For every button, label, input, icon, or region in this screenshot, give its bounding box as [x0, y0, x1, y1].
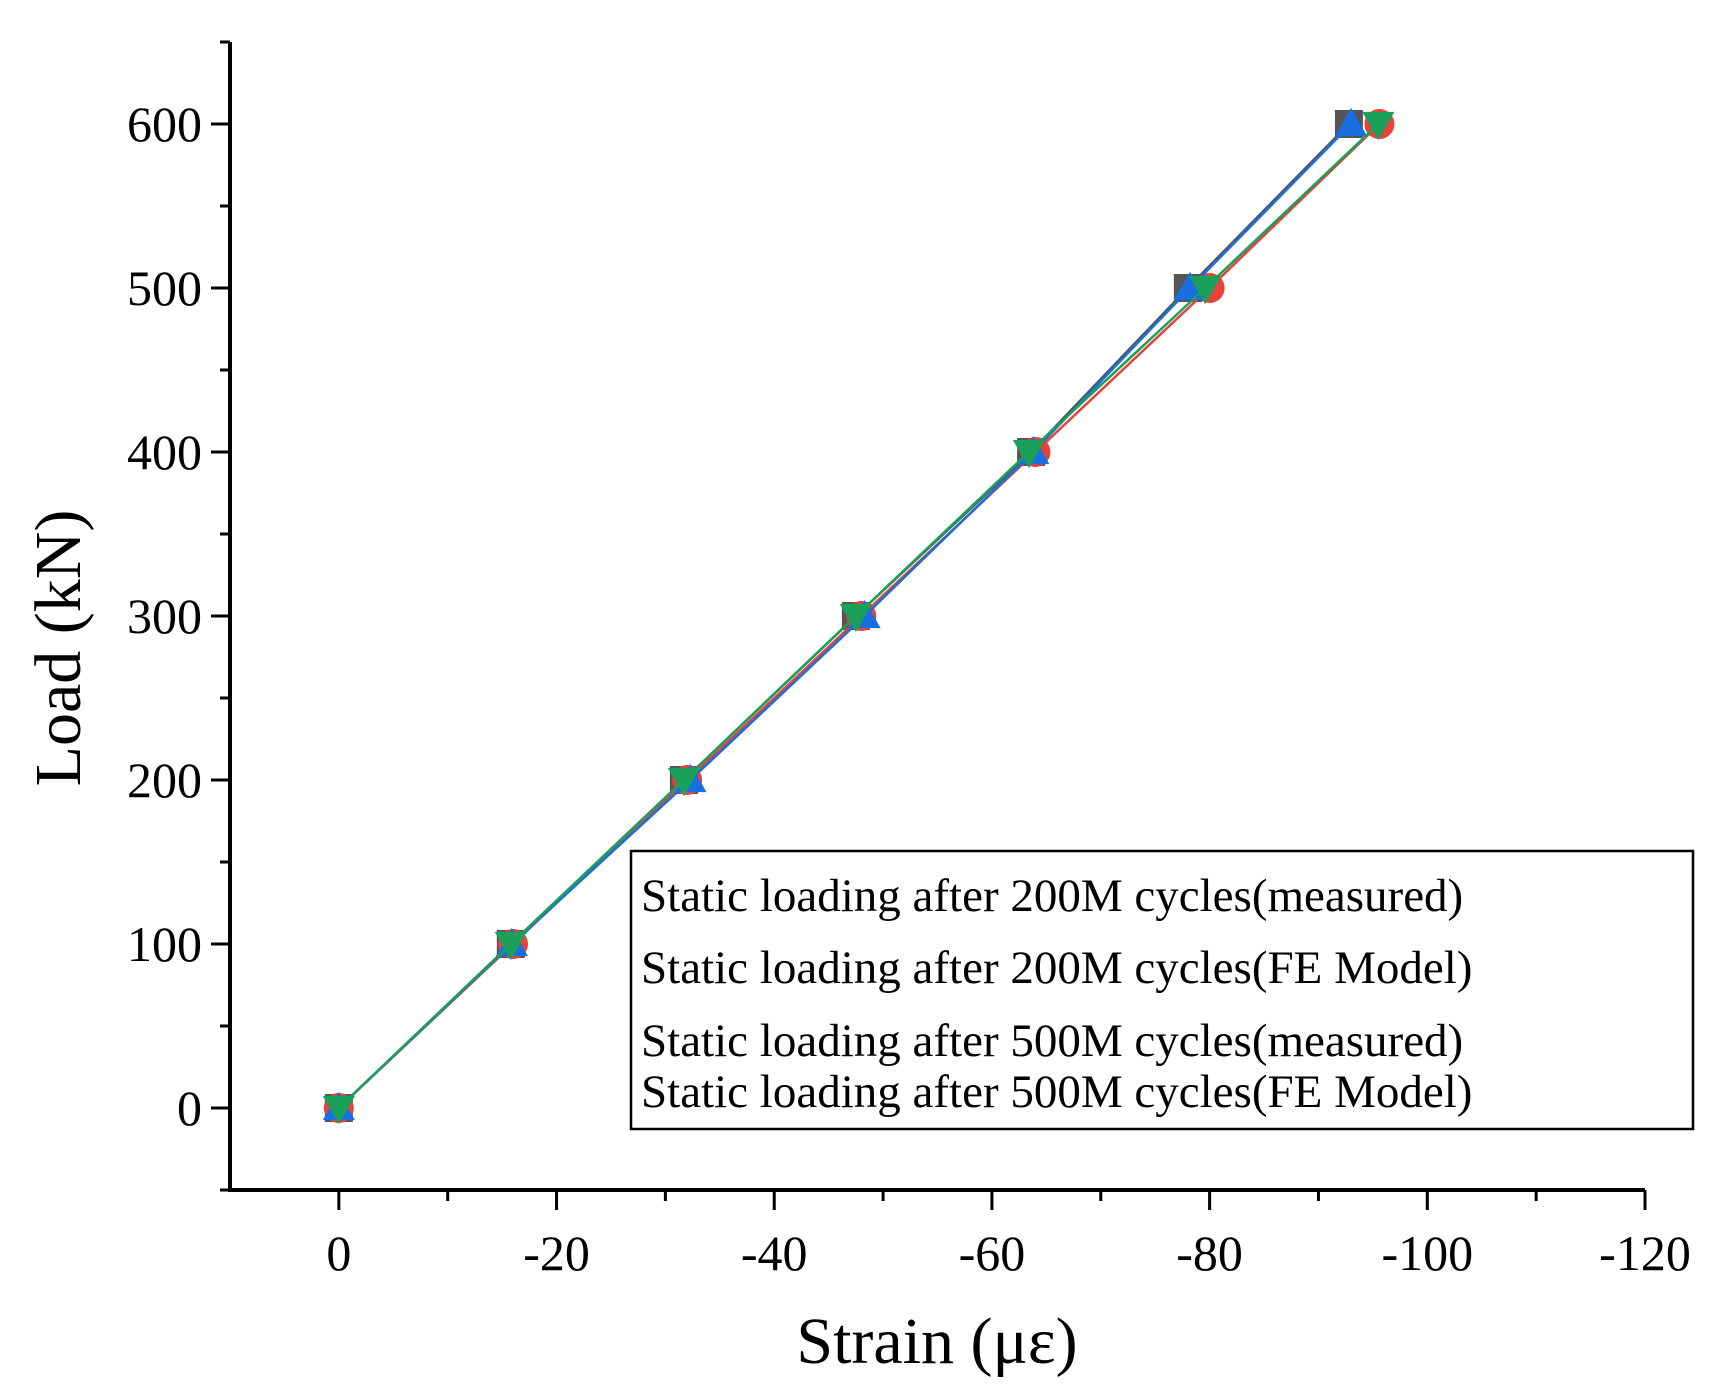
legend-entry-label: Static loading after 200M cycles(FE Mode…	[641, 942, 1472, 994]
data-point	[1335, 107, 1368, 137]
series-4	[322, 111, 1395, 1125]
legend-entry-label: Static loading after 500M cycles(measure…	[641, 1015, 1463, 1067]
x-tick-label: -60	[959, 1225, 1026, 1281]
axes: 0 -20 -40 -60 -80 -100 -120 0 100 200 300 400 500 600	[127, 40, 1691, 1281]
y-tick-label: 0	[177, 1080, 202, 1136]
x-tick-label: -100	[1381, 1225, 1473, 1281]
x-axis-title: Strain (με)	[796, 1305, 1077, 1378]
data-point	[494, 931, 527, 961]
legend: Static loading after 200M cycles(measure…	[629, 849, 1695, 1131]
y-tick-label: 200	[127, 752, 202, 808]
data-point	[667, 767, 700, 797]
data-point	[1362, 111, 1395, 141]
y-tick-label: 100	[127, 916, 202, 972]
data-point	[322, 1095, 355, 1125]
x-tick-label: -40	[741, 1225, 808, 1281]
data-point	[1012, 439, 1046, 469]
legend-entry-label: Static loading after 500M cycles(FE Mode…	[641, 1066, 1472, 1118]
y-tick-label: 600	[127, 96, 202, 152]
legend-box	[629, 849, 1695, 1131]
legend-entry-label: Static loading after 200M cycles(measure…	[641, 870, 1463, 922]
plot-area	[322, 107, 1395, 1125]
x-tick-label: -20	[523, 1225, 590, 1281]
x-tick-label: -120	[1599, 1225, 1691, 1281]
y-tick-label: 500	[127, 260, 202, 316]
x-tick-label: 0	[326, 1225, 351, 1281]
y-tick-label: 400	[127, 424, 202, 480]
data-point	[1189, 275, 1222, 305]
data-point	[839, 603, 872, 633]
y-tick-label: 300	[127, 588, 202, 644]
y-axis-title: Load (kN)	[22, 510, 95, 787]
x-tick-label: -80	[1176, 1225, 1243, 1281]
